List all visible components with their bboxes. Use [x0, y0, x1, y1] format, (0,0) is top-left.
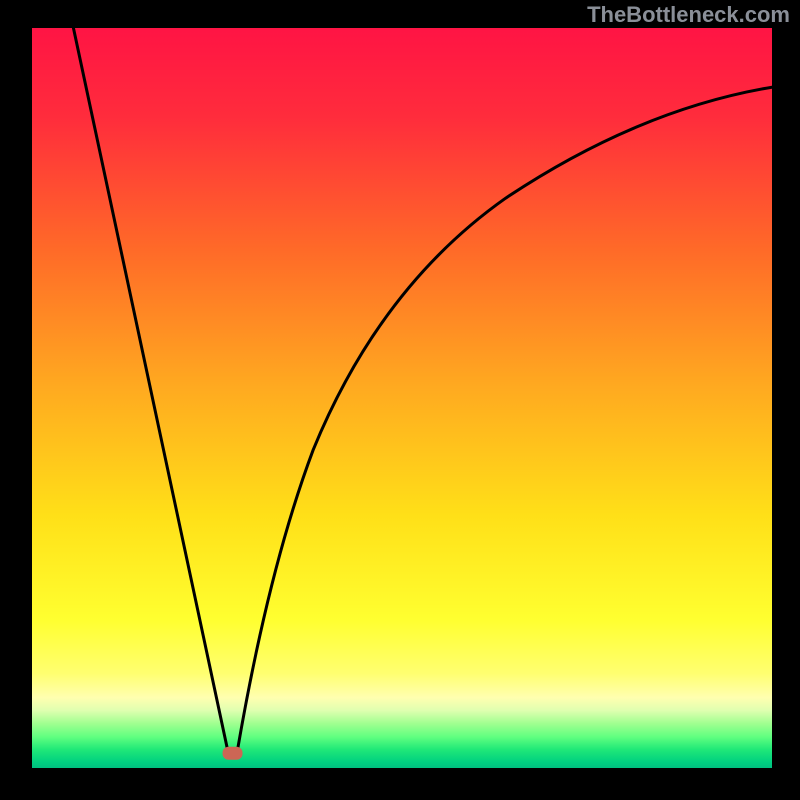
optimal-marker [223, 747, 243, 760]
watermark-text: TheBottleneck.com [587, 2, 790, 28]
plot-area [32, 28, 772, 768]
chart-svg [32, 28, 772, 768]
chart-frame: TheBottleneck.com [0, 0, 800, 800]
gradient-background [32, 28, 772, 768]
